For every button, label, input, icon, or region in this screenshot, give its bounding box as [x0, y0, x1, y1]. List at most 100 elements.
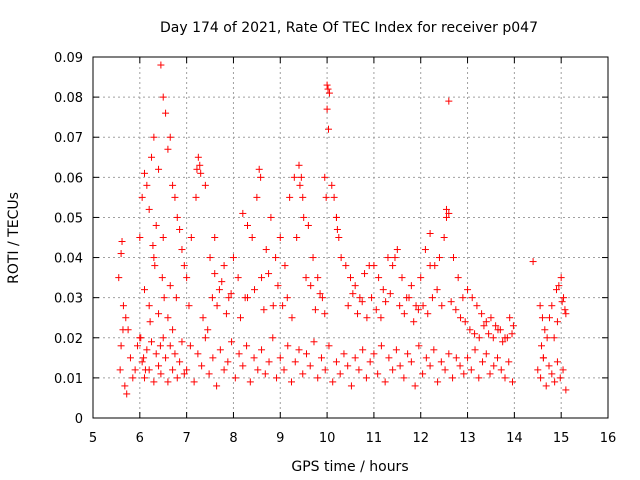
data-point [449, 374, 457, 382]
data-point [335, 234, 343, 241]
data-point [386, 290, 394, 298]
data-point [342, 262, 350, 270]
data-point [296, 181, 304, 189]
data-point [323, 105, 331, 113]
data-point [375, 274, 383, 282]
data-point [317, 354, 325, 362]
data-point [398, 274, 406, 282]
data-point [133, 342, 141, 350]
data-point [558, 298, 566, 306]
data-point [117, 250, 125, 258]
data-point [389, 366, 397, 374]
y-tick-label: 0.07 [54, 131, 83, 146]
data-point [166, 133, 174, 141]
data-point [461, 318, 469, 326]
data-point [499, 338, 507, 346]
data-point [236, 314, 244, 322]
data-point [141, 169, 148, 177]
data-point [404, 350, 412, 358]
data-point [340, 350, 348, 358]
data-point [435, 254, 443, 262]
data-point [194, 153, 202, 161]
data-point [475, 374, 483, 382]
data-point [194, 350, 202, 358]
data-points [115, 61, 570, 398]
data-point [452, 354, 460, 362]
data-point [400, 310, 408, 318]
data-point [272, 254, 280, 262]
data-point [299, 370, 307, 378]
data-point [176, 358, 184, 366]
data-point [300, 213, 308, 221]
data-point [192, 193, 200, 201]
data-point [284, 342, 292, 350]
data-point [407, 282, 415, 290]
data-point [152, 221, 160, 229]
data-point [548, 370, 556, 378]
data-point [150, 378, 158, 386]
data-point [426, 362, 434, 370]
data-point [197, 169, 205, 177]
data-point [489, 334, 497, 342]
x-tick-label: 11 [366, 431, 383, 446]
data-point [464, 286, 472, 294]
data-point [209, 354, 217, 362]
data-point [274, 282, 282, 290]
data-point [374, 370, 382, 378]
data-point [273, 374, 281, 382]
data-point [171, 350, 179, 358]
data-point [411, 382, 419, 390]
data-point [555, 282, 563, 290]
data-point [434, 378, 442, 386]
data-point [529, 258, 537, 266]
data-point [193, 165, 201, 173]
data-point [201, 181, 209, 189]
data-point [164, 378, 172, 386]
data-point [265, 358, 273, 366]
data-point [162, 354, 170, 362]
data-point [304, 221, 312, 229]
data-point [302, 350, 310, 358]
data-point [150, 133, 158, 141]
data-point [156, 342, 164, 350]
data-point [118, 238, 126, 246]
data-point [159, 93, 167, 101]
data-point [344, 362, 352, 370]
data-point [382, 298, 390, 306]
data-point [261, 370, 269, 378]
data-point [551, 378, 559, 386]
data-point [244, 221, 251, 229]
data-point [231, 374, 239, 382]
data-point [316, 290, 324, 298]
data-point [295, 161, 303, 169]
data-point [362, 374, 370, 382]
data-point [509, 322, 517, 330]
x-tick-label: 7 [182, 431, 190, 446]
data-point [363, 314, 371, 322]
data-point [220, 262, 228, 270]
data-point [506, 314, 514, 322]
data-point [160, 294, 168, 302]
data-point [433, 286, 441, 294]
data-point [417, 274, 425, 282]
data-point [291, 358, 299, 366]
data-point [424, 310, 432, 318]
data-point [460, 370, 468, 378]
data-point [337, 254, 345, 262]
data-point [201, 334, 209, 342]
data-point [239, 209, 247, 217]
y-tick-label: 0.04 [54, 252, 83, 267]
data-point [258, 346, 266, 354]
y-tick-label: 0.03 [54, 292, 83, 307]
data-point [159, 334, 167, 342]
data-point [157, 370, 165, 378]
data-point [121, 382, 129, 390]
data-point [124, 326, 132, 334]
data-point [148, 338, 156, 346]
chart-title: Day 174 of 2021, Rate Of TEC Index for r… [160, 20, 538, 36]
data-point [185, 302, 193, 310]
data-point [145, 366, 153, 374]
data-point [539, 354, 547, 362]
data-point [295, 346, 303, 354]
data-point [560, 294, 568, 302]
